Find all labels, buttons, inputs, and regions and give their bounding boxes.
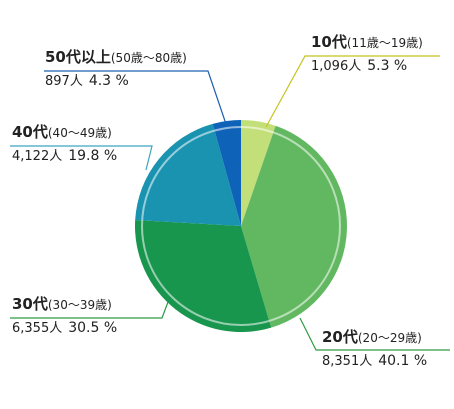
label-teens-percent: 5.3 % [367,58,408,74]
label-fifties-plus-percent: 4.3 % [88,73,129,89]
label-forties-range: (40〜49歳) [47,126,112,140]
label-teens-range: (11歳〜19歳) [346,36,423,50]
label-thirties-name: 30代 [12,295,48,313]
pie-slice-teens [241,120,276,226]
label-forties-name: 40代 [12,123,48,141]
leader-line-teens [265,55,440,128]
label-teens-name: 10代 [311,33,347,51]
pie-slice-fifties-plus [212,120,241,226]
label-fifties-plus-name: 50代以上 [45,48,111,66]
pie-inner-ring [141,126,341,326]
pie-slice-forties [135,123,241,226]
pie-slice-twenties [241,125,347,328]
leader-line-forties [10,145,153,171]
label-teens: 10代(11歳〜19歳) 1,096人 5.3 % [311,33,423,77]
label-teens-count: 1,096人 [311,59,362,74]
leader-line-thirties [10,301,169,319]
label-twenties-count: 8,351人 [322,354,373,369]
label-fifties-plus-range: (50歳〜80歳) [110,51,187,65]
label-thirties: 30代(30〜39歳) 6,355人 30.5 % [12,295,117,339]
label-twenties-percent: 40.1 % [378,353,428,369]
label-thirties-count: 6,355人 [12,321,63,336]
pie-slice-thirties [135,220,272,332]
label-forties-percent: 19.8 % [68,148,118,164]
label-forties-count: 4,122人 [12,149,63,164]
label-thirties-range: (30〜39歳) [47,298,112,312]
label-twenties-range: (20〜29歳) [357,331,422,345]
leader-line-twenties [299,317,450,351]
label-twenties-name: 20代 [322,328,358,346]
label-fifties-plus: 50代以上(50歳〜80歳) 897人 4.3 % [45,48,187,92]
label-thirties-percent: 30.5 % [68,320,118,336]
label-twenties: 20代(20〜29歳) 8,351人 40.1 % [322,328,427,372]
label-forties: 40代(40〜49歳) 4,122人 19.8 % [12,123,117,167]
leader-line-fifties-plus [44,70,227,125]
label-fifties-plus-count: 897人 [45,74,83,89]
